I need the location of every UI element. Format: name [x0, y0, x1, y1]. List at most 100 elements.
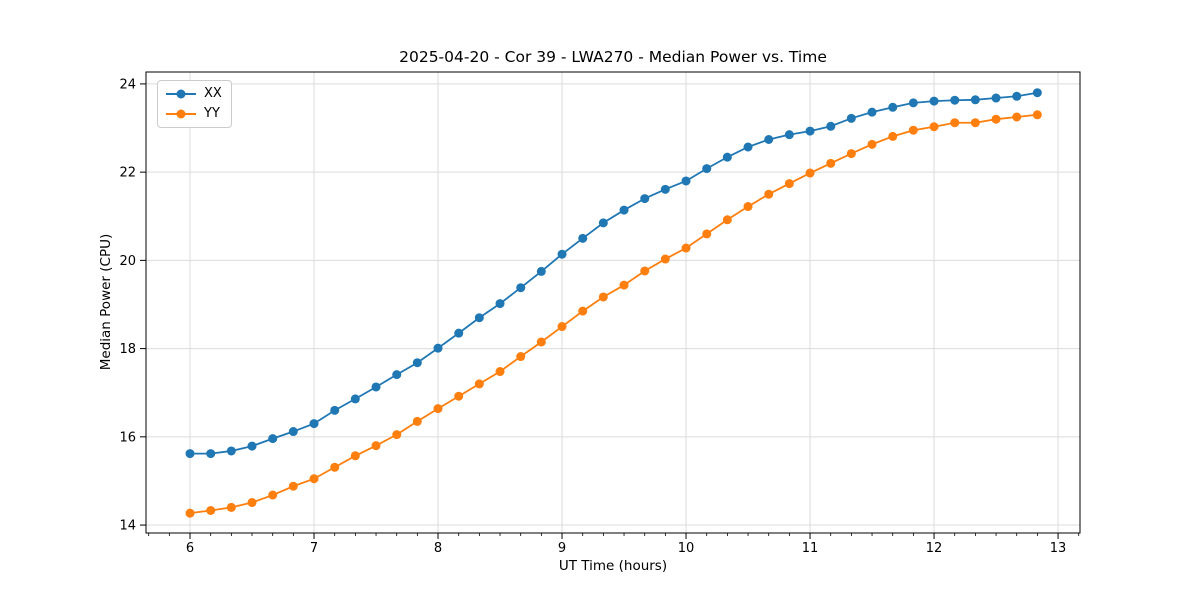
x-tick-label: 6: [186, 541, 194, 556]
y-tick-label: 14: [119, 519, 136, 534]
data-point-xx: [681, 176, 691, 186]
data-point-yy: [846, 149, 856, 159]
legend-label-xx: XX: [204, 86, 222, 101]
data-point-yy: [950, 118, 960, 128]
plot-frame: [145, 71, 1081, 534]
data-point-yy: [970, 118, 980, 128]
data-point-yy: [784, 179, 794, 189]
data-point-xx: [640, 194, 650, 204]
x-tick-label: 11: [802, 541, 819, 556]
data-point-xx: [330, 405, 340, 415]
data-point-xx: [392, 370, 402, 380]
data-point-xx: [660, 184, 670, 194]
data-point-xx: [247, 441, 257, 451]
x-tick-label: 13: [1050, 541, 1067, 556]
data-point-xx: [578, 233, 588, 243]
x-tick-label: 12: [926, 541, 943, 556]
data-point-xx: [722, 152, 732, 162]
data-point-xx: [867, 107, 877, 117]
data-point-yy: [185, 508, 195, 518]
data-point-yy: [681, 243, 691, 253]
data-point-yy: [206, 506, 216, 516]
y-tick-label: 18: [119, 342, 136, 357]
data-point-yy: [991, 114, 1001, 124]
data-point-xx: [929, 96, 939, 106]
data-point-xx: [412, 358, 422, 368]
x-tick-label: 8: [434, 541, 442, 556]
data-point-yy: [536, 337, 546, 347]
data-point-yy: [660, 254, 670, 264]
data-point-yy: [495, 367, 505, 377]
data-point-xx: [516, 283, 526, 293]
data-point-yy: [619, 280, 629, 290]
data-point-yy: [309, 474, 319, 484]
data-point-xx: [908, 98, 918, 108]
data-point-xx: [371, 382, 381, 392]
data-point-yy: [516, 352, 526, 362]
legend-dot-xx-icon: [176, 89, 186, 99]
chart-title: 2025-04-20 - Cor 39 - LWA270 - Median Po…: [399, 48, 827, 66]
data-point-yy: [867, 139, 877, 149]
data-point-yy: [598, 292, 608, 302]
y-tick-label: 16: [119, 430, 136, 445]
y-tick-label: 20: [119, 254, 136, 269]
x-axis-label: UT Time (hours): [558, 558, 668, 574]
grid: [146, 72, 1080, 533]
data-point-yy: [908, 125, 918, 135]
series-yy-line: [189, 113, 1038, 515]
legend-line-marker-xx-icon: [166, 89, 196, 99]
data-point-xx: [764, 134, 774, 144]
data-point-xx: [206, 449, 216, 459]
data-point-yy: [557, 322, 567, 332]
data-point-xx: [1032, 88, 1042, 98]
data-point-xx: [598, 218, 608, 228]
data-point-xx: [888, 102, 898, 112]
data-point-xx: [495, 299, 505, 309]
data-point-yy: [743, 202, 753, 212]
x-tick-label: 9: [558, 541, 566, 556]
x-axis-minor-ticks: [148, 533, 1080, 536]
data-point-xx: [288, 427, 298, 437]
data-point-xx: [805, 126, 815, 136]
data-point-xx: [702, 164, 712, 174]
data-point-yy: [826, 158, 836, 168]
data-point-yy: [454, 391, 464, 401]
data-point-xx: [309, 419, 319, 429]
data-point-yy: [247, 498, 257, 508]
data-point-yy: [392, 430, 402, 440]
data-point-xx: [619, 205, 629, 215]
data-point-xx: [970, 95, 980, 105]
legend-dot-yy-icon: [176, 109, 186, 119]
data-point-yy: [350, 451, 360, 461]
data-point-yy: [268, 490, 278, 500]
series-yy: [185, 110, 1042, 518]
data-point-yy: [226, 502, 236, 512]
x-axis: 6 7 8 9 10 11 12 13: [186, 533, 1066, 556]
data-point-xx: [1012, 91, 1022, 101]
data-point-yy: [578, 306, 588, 316]
data-point-xx: [991, 93, 1001, 103]
legend: XX YY: [157, 80, 232, 128]
series-xx: [185, 88, 1042, 459]
series-xx-line: [190, 91, 1038, 455]
data-point-xx: [743, 142, 753, 152]
data-point-xx: [536, 266, 546, 276]
data-point-xx: [268, 434, 278, 444]
data-point-xx: [950, 95, 960, 105]
data-point-yy: [888, 131, 898, 141]
y-axis-label: Median Power (CPU): [98, 233, 114, 371]
data-point-yy: [330, 462, 340, 472]
legend-line-marker-yy-icon: [166, 109, 196, 119]
data-point-yy: [702, 229, 712, 239]
y-tick-label: 24: [119, 77, 136, 92]
x-tick-label: 10: [678, 541, 695, 556]
y-tick-label: 22: [119, 166, 136, 181]
legend-item-xx: XX: [166, 86, 222, 102]
data-point-yy: [371, 441, 381, 451]
data-point-yy: [1032, 110, 1042, 120]
data-point-xx: [185, 449, 195, 459]
data-point-xx: [784, 130, 794, 140]
data-point-yy: [929, 122, 939, 132]
